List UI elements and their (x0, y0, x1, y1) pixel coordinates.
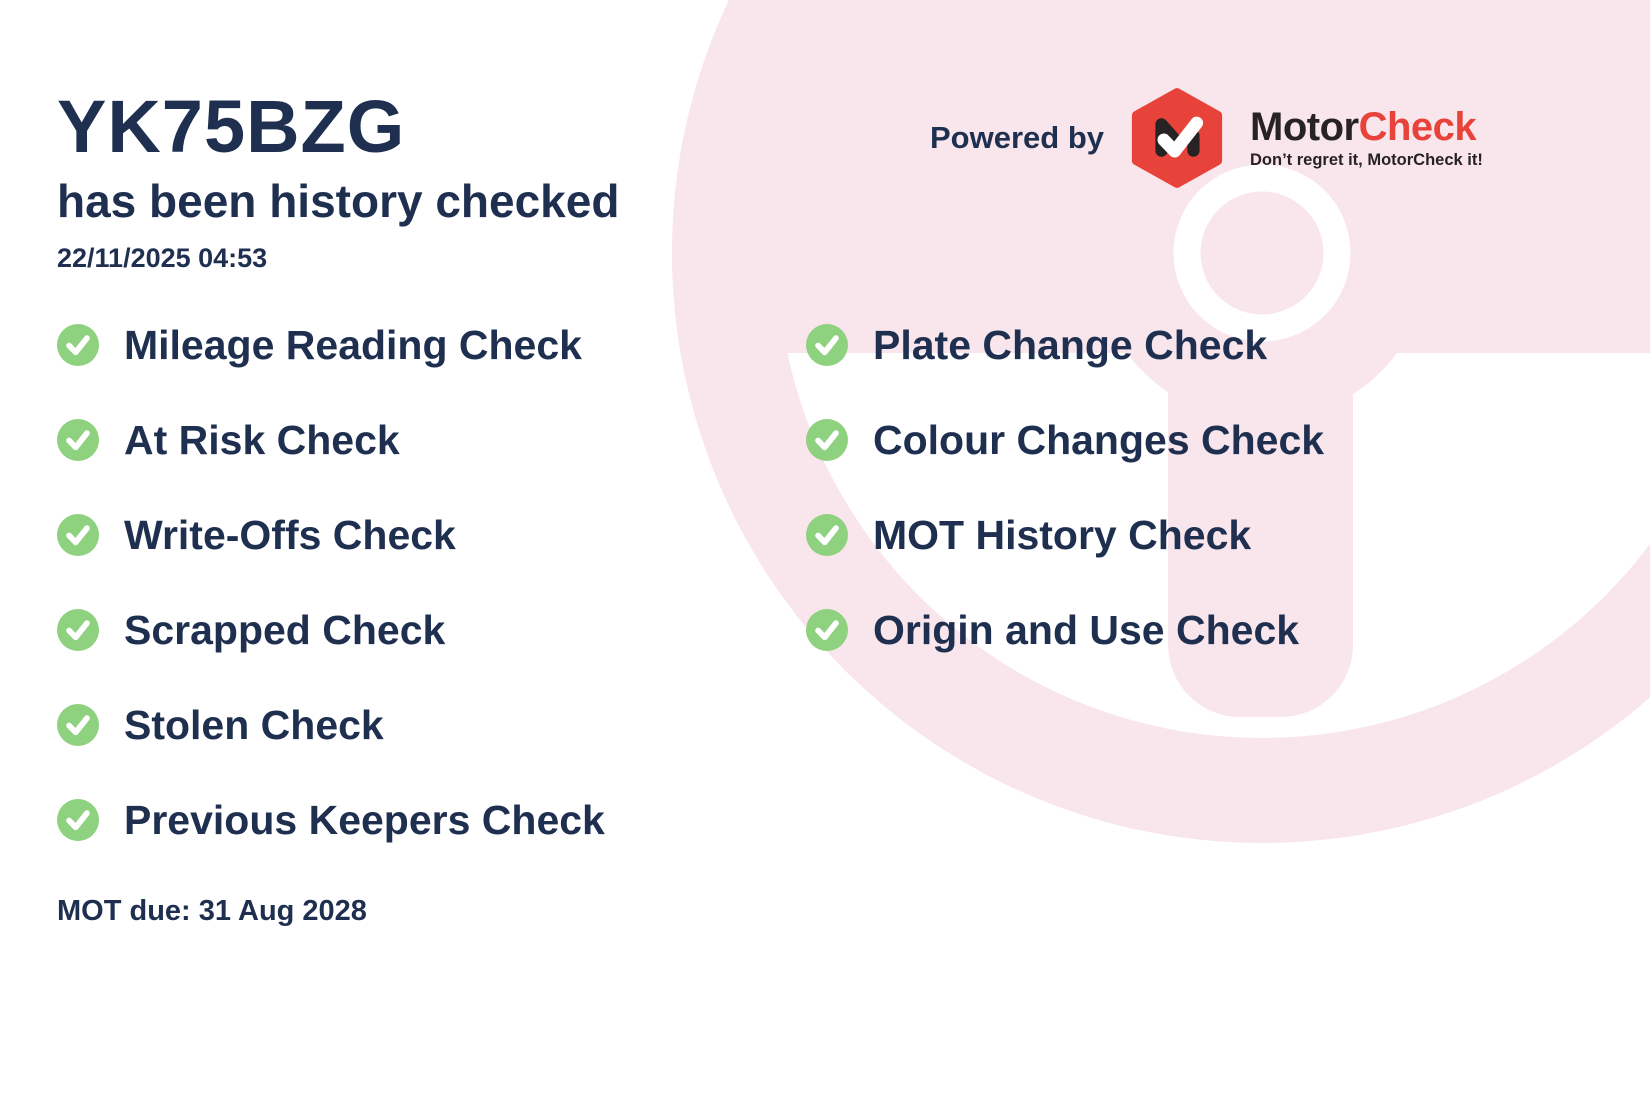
wheel-hub-ring (1173, 164, 1351, 342)
check-circle-icon (806, 324, 848, 366)
brand-name: MotorCheck (1250, 106, 1483, 148)
brand-name-motor: Motor (1250, 105, 1359, 149)
check-list-item: Origin and Use Check (806, 609, 1324, 651)
check-list-item: Mileage Reading Check (57, 324, 605, 366)
check-item-label: MOT History Check (873, 511, 1252, 558)
motorcheck-hexagon-icon (1131, 88, 1223, 188)
check-circle-icon (57, 514, 99, 556)
brand-name-check: Check (1358, 105, 1477, 149)
check-item-label: Previous Keepers Check (124, 796, 605, 843)
brand-text-block: MotorCheck Don’t regret it, MotorCheck i… (1250, 106, 1483, 170)
check-list-right: Plate Change Check Colour Changes Check MO… (806, 324, 1324, 651)
check-circle-icon (57, 704, 99, 746)
mot-due-label: MOT due: 31 Aug 2028 (57, 895, 367, 927)
check-circle-icon (57, 799, 99, 841)
check-timestamp: 22/11/2025 04:53 (57, 243, 268, 273)
check-list-item: Plate Change Check (806, 324, 1324, 366)
check-list-item: Write-Offs Check (57, 514, 605, 556)
check-item-label: Mileage Reading Check (124, 321, 582, 368)
brand-tagline: Don’t regret it, MotorCheck it! (1250, 151, 1483, 169)
check-list-item: Colour Changes Check (806, 419, 1324, 461)
check-list-item: MOT History Check (806, 514, 1324, 556)
check-list-item: Scrapped Check (57, 609, 605, 651)
registration-plate: YK75BZG (57, 85, 406, 168)
check-item-label: Origin and Use Check (873, 606, 1300, 653)
check-list-item: Previous Keepers Check (57, 799, 605, 841)
check-item-label: At Risk Check (124, 416, 400, 463)
powered-by-label: Powered by (930, 120, 1104, 155)
check-list-left: Mileage Reading Check At Risk Check Write-… (57, 324, 605, 841)
check-item-label: Stolen Check (124, 701, 384, 748)
check-list-item: Stolen Check (57, 704, 605, 746)
page-subtitle: has been history checked (57, 175, 620, 227)
check-item-label: Plate Change Check (873, 321, 1268, 368)
check-list-item: At Risk Check (57, 419, 605, 461)
check-item-label: Write-Offs Check (124, 511, 456, 558)
check-circle-icon (806, 419, 848, 461)
check-circle-icon (57, 609, 99, 651)
check-circle-icon (57, 419, 99, 461)
check-circle-icon (57, 324, 99, 366)
check-circle-icon (806, 609, 848, 651)
check-item-label: Scrapped Check (124, 606, 446, 653)
header: YK75BZG has been history checked 22/11/2… (57, 90, 619, 274)
powered-by-block: Powered by MotorCheck Don’t regret it, M… (930, 88, 1483, 188)
check-item-label: Colour Changes Check (873, 416, 1325, 463)
check-circle-icon (806, 514, 848, 556)
